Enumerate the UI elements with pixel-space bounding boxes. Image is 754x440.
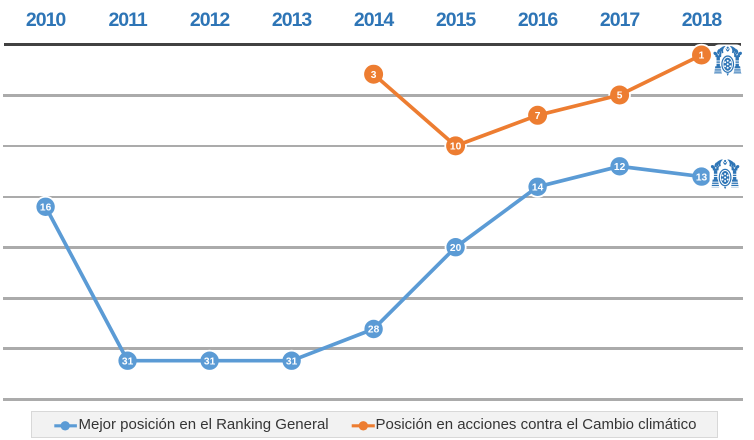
svg-text:14: 14 [532,183,544,194]
svg-text:5: 5 [617,91,623,102]
svg-text:10: 10 [450,142,462,153]
svg-text:20: 20 [450,243,462,254]
svg-text:31: 31 [122,356,134,367]
svg-text:16: 16 [40,203,52,214]
svg-text:31: 31 [204,356,216,367]
svg-text:3: 3 [371,70,377,81]
svg-text:1: 1 [699,51,705,62]
svg-text:31: 31 [286,356,298,367]
svg-text:7: 7 [535,111,541,122]
svg-text:28: 28 [368,325,380,336]
svg-text:13: 13 [696,172,708,183]
svg-text:12: 12 [614,162,626,173]
